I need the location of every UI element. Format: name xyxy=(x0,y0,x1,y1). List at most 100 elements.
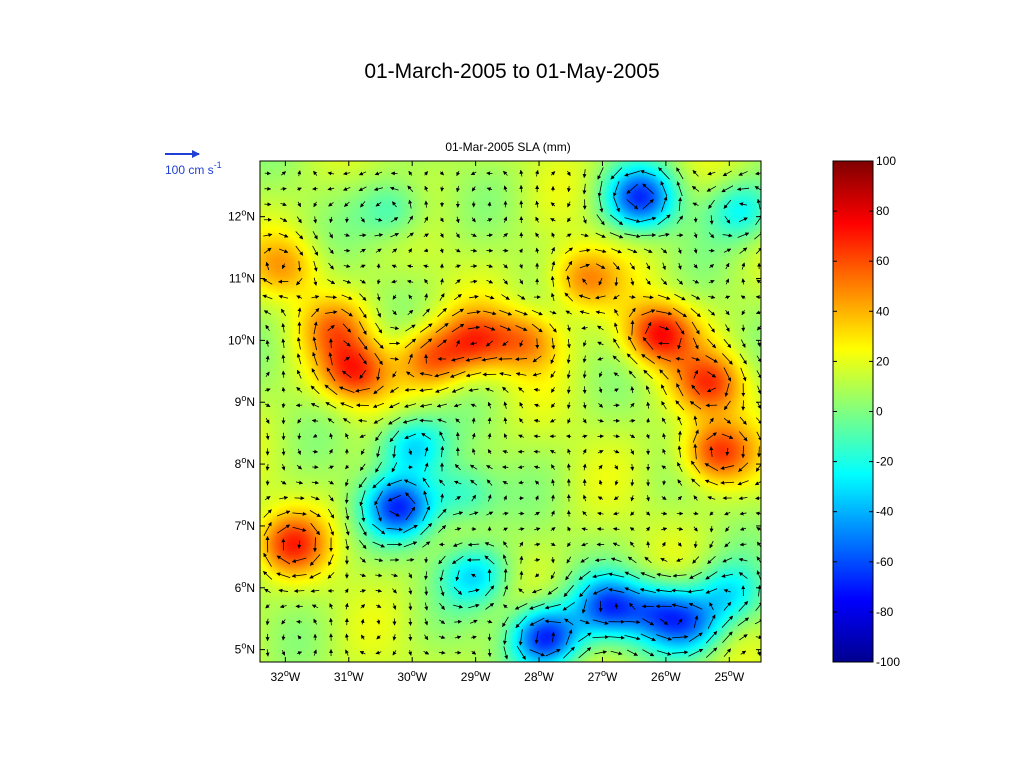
velocity-arrow xyxy=(359,463,366,471)
velocity-arrow xyxy=(345,464,350,470)
velocity-arrow xyxy=(708,309,716,316)
velocity-arrow xyxy=(344,479,349,487)
velocity-arrow xyxy=(372,523,386,535)
velocity-arrow xyxy=(659,618,669,625)
velocity-arrow xyxy=(739,353,747,365)
velocity-arrow xyxy=(597,450,604,454)
velocity-arrow xyxy=(344,602,349,610)
velocity-arrow xyxy=(693,415,698,426)
velocity-arrow xyxy=(707,614,716,629)
velocity-arrow xyxy=(328,352,333,366)
velocity-arrow xyxy=(756,541,761,548)
velocity-arrow xyxy=(534,511,540,516)
velocity-arrow xyxy=(345,649,349,656)
velocity-arrow xyxy=(422,308,430,317)
velocity-arrow xyxy=(658,232,670,237)
velocity-arrow xyxy=(544,619,561,624)
velocity-arrow xyxy=(296,464,303,470)
colorbar-tick-label: 20 xyxy=(876,354,890,368)
velocity-arrow xyxy=(628,335,637,351)
velocity-arrow xyxy=(661,496,667,501)
velocity-arrow xyxy=(567,542,572,547)
velocity-arrow xyxy=(532,372,542,377)
velocity-arrow xyxy=(693,443,698,460)
velocity-arrow xyxy=(375,505,382,522)
velocity-arrow xyxy=(436,403,447,408)
velocity-arrow xyxy=(564,247,574,254)
velocity-arrow xyxy=(721,185,734,193)
velocity-arrow xyxy=(374,352,383,366)
velocity-arrow xyxy=(328,247,334,255)
velocity-arrow xyxy=(579,584,591,598)
velocity-arrow xyxy=(754,619,761,625)
velocity-arrow xyxy=(646,401,651,409)
velocity-arrow xyxy=(515,372,527,377)
velocity-arrow xyxy=(582,418,587,424)
velocity-arrow xyxy=(281,649,286,656)
velocity-arrow xyxy=(373,338,384,349)
velocity-arrow xyxy=(359,248,366,253)
x-tick-label: 27oW xyxy=(588,668,618,684)
velocity-arrow xyxy=(595,232,606,238)
velocity-arrow xyxy=(467,310,481,315)
velocity-arrow xyxy=(708,199,715,209)
velocity-arrow xyxy=(709,264,715,269)
velocity-arrow xyxy=(725,526,730,532)
velocity-arrow xyxy=(519,570,524,580)
y-tick-label: 12oN xyxy=(228,208,255,224)
velocity-arrow xyxy=(486,233,493,238)
velocity-arrow xyxy=(485,295,495,300)
velocity-arrow xyxy=(693,369,698,379)
velocity-arrow xyxy=(518,480,524,485)
velocity-arrow xyxy=(310,385,320,395)
velocity-arrow xyxy=(661,511,668,516)
velocity-arrow xyxy=(455,496,461,501)
colorbar xyxy=(832,160,874,663)
velocity-arrow xyxy=(693,615,699,629)
velocity-arrow xyxy=(545,649,561,657)
velocity-arrow xyxy=(549,418,556,423)
velocity-arrow xyxy=(646,540,651,548)
velocity-arrow xyxy=(484,542,495,547)
velocity-arrow xyxy=(341,294,353,300)
velocity-arrow xyxy=(723,248,732,253)
velocity-arrow xyxy=(297,201,301,208)
velocity-arrow xyxy=(757,649,761,656)
velocity-arrow xyxy=(276,510,291,517)
velocity-arrow xyxy=(392,588,397,594)
velocity-arrow xyxy=(455,264,461,269)
velocity-arrow xyxy=(485,340,494,347)
velocity-arrow xyxy=(640,216,657,223)
velocity-arrow xyxy=(471,573,477,578)
velocity-arrow xyxy=(725,278,730,285)
velocity-arrow xyxy=(297,635,302,640)
velocity-arrow xyxy=(626,199,639,210)
velocity-arrow xyxy=(503,433,508,439)
velocity-arrow xyxy=(544,604,561,610)
velocity-arrow xyxy=(309,510,321,518)
velocity-arrow xyxy=(721,353,733,365)
velocity-arrow xyxy=(624,217,641,223)
velocity-arrow xyxy=(279,217,288,222)
velocity-arrow xyxy=(281,448,286,456)
velocity-arrow xyxy=(535,200,540,208)
velocity-arrow xyxy=(582,340,587,347)
velocity-arrow xyxy=(643,248,653,253)
velocity-arrow xyxy=(609,232,624,239)
velocity-arrow xyxy=(263,509,272,518)
velocity-arrow xyxy=(408,602,413,611)
velocity-arrow xyxy=(755,635,761,640)
velocity-arrow xyxy=(550,542,556,547)
velocity-arrow xyxy=(437,418,447,423)
velocity-arrow xyxy=(502,630,507,645)
velocity-arrow xyxy=(281,634,286,641)
velocity-arrow xyxy=(756,570,761,581)
velocity-arrow xyxy=(387,494,401,502)
chart-title: 01-Mar-2005 SLA (mm) xyxy=(445,140,570,154)
velocity-arrow xyxy=(375,650,382,655)
velocity-arrow xyxy=(503,604,508,609)
x-tick-label: 30oW xyxy=(397,668,427,684)
velocity-arrow xyxy=(550,171,556,176)
velocity-arrow xyxy=(662,448,667,455)
